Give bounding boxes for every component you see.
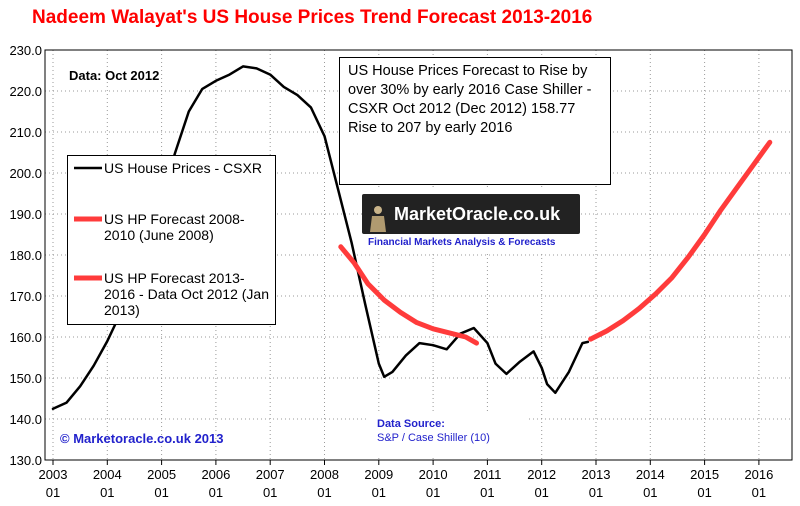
- legend-label-csxr: US House Prices - CSXR: [104, 160, 262, 176]
- legend: US House Prices - CSXR US HP Forecast 20…: [67, 155, 276, 325]
- legend-label-forecast-2013: US HP Forecast 2013-2016 - Data Oct 2012…: [104, 270, 269, 318]
- y-tick-label: 170.0: [9, 289, 42, 304]
- x-tick-year: 2015: [690, 467, 719, 482]
- forecast-note: US House Prices Forecast to Rise by over…: [339, 57, 611, 185]
- legend-swatch-csxr: [74, 166, 102, 170]
- y-tick-label: 160.0: [9, 330, 42, 345]
- y-tick-label: 230.0: [9, 43, 42, 58]
- legend-item-forecast-2008: US HP Forecast 2008-2010 (June 2008): [72, 211, 274, 243]
- x-tick-month: 01: [589, 485, 603, 500]
- x-tick-year: 2007: [256, 467, 285, 482]
- x-tick-month: 01: [372, 485, 386, 500]
- x-tick-month: 01: [154, 485, 168, 500]
- logo-name: MarketOracle.co.uk: [394, 204, 561, 224]
- y-tick-label: 130.0: [9, 453, 42, 468]
- data-source-box: Data Source: S&P / Case Shiller (10): [369, 414, 527, 456]
- x-axis: 2003 01 2004 01 2005 01 2006 01 2007 01 2008 01 2009…: [39, 460, 773, 500]
- x-tick-month: 01: [46, 485, 60, 500]
- legend-swatch-forecast-2008: [74, 216, 102, 222]
- legend-swatch-forecast-2013: [74, 275, 102, 281]
- x-tick-month: 01: [100, 485, 114, 500]
- data-date-label: Data: Oct 2012: [69, 68, 160, 83]
- oracle-figure-icon: [370, 206, 386, 232]
- logo-tagline: Financial Markets Analysis & Forecasts: [368, 237, 556, 248]
- y-tick-label: 180.0: [9, 248, 42, 263]
- x-tick-year: 2011: [473, 467, 501, 482]
- x-tick-month: 01: [752, 485, 766, 500]
- x-tick-month: 01: [263, 485, 277, 500]
- y-tick-label: 210.0: [9, 125, 42, 140]
- legend-label-forecast-2008: US HP Forecast 2008-2010 (June 2008): [104, 211, 245, 243]
- x-tick-year: 2016: [744, 467, 773, 482]
- data-source-value: S&P / Case Shiller (10): [377, 432, 490, 444]
- x-tick-year: 2006: [201, 467, 230, 482]
- y-axis: 130.0 140.0 150.0 160.0 170.0 180.0 190.0 200.0…: [9, 43, 42, 468]
- y-tick-label: 140.0: [9, 412, 42, 427]
- x-tick-year: 2003: [39, 467, 68, 482]
- logo-bar: MarketOracle.co.uk: [362, 194, 580, 234]
- y-tick-label: 190.0: [9, 207, 42, 222]
- x-tick-month: 01: [534, 485, 548, 500]
- y-tick-label: 220.0: [9, 84, 42, 99]
- x-tick-year: 2013: [582, 467, 611, 482]
- x-tick-month: 01: [697, 485, 711, 500]
- plot-frame: [44, 49, 793, 461]
- series-line-2: [588, 139, 773, 342]
- x-tick-month: 01: [643, 485, 657, 500]
- x-tick-year: 2008: [310, 467, 339, 482]
- x-tick-year: 2005: [147, 467, 176, 482]
- x-tick-year: 2010: [419, 467, 448, 482]
- x-tick-year: 2014: [636, 467, 665, 482]
- legend-item-forecast-2013: US HP Forecast 2013-2016 - Data Oct 2012…: [72, 270, 274, 318]
- series-line-1: [338, 244, 479, 346]
- x-tick-month: 01: [426, 485, 440, 500]
- copyright-label: © Marketoracle.co.uk 2013: [60, 431, 224, 446]
- x-tick-month: 01: [209, 485, 223, 500]
- x-tick-month: 01: [480, 485, 494, 500]
- legend-item-csxr: US House Prices - CSXR: [72, 160, 274, 176]
- x-tick-year: 2012: [527, 467, 556, 482]
- chart-title: Nadeem Walayat's US House Prices Trend F…: [32, 7, 592, 28]
- data-source-label: Data Source:: [377, 418, 445, 430]
- marketoracle-logo: MarketOracle.co.uk Financial Markets Ana…: [362, 190, 580, 254]
- x-tick-month: 01: [317, 485, 331, 500]
- x-tick-year: 2004: [93, 467, 122, 482]
- y-tick-label: 150.0: [9, 371, 42, 386]
- y-tick-label: 200.0: [9, 166, 42, 181]
- x-tick-year: 2009: [364, 467, 393, 482]
